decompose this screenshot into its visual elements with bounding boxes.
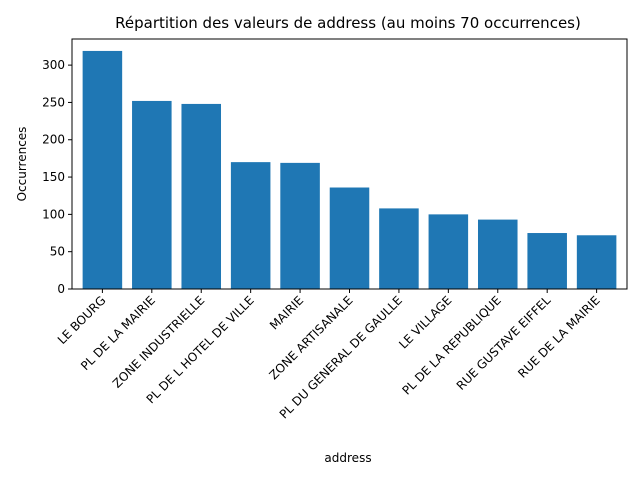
bar — [132, 101, 172, 289]
y-tick-label: 100 — [42, 207, 65, 221]
chart-title: Répartition des valeurs de address (au m… — [115, 14, 581, 32]
bar — [83, 51, 123, 289]
bar — [181, 104, 221, 289]
bar — [478, 220, 518, 289]
y-tick-label: 200 — [42, 133, 65, 147]
bar — [231, 162, 271, 289]
y-tick-label: 50 — [50, 245, 65, 259]
x-tick-label: LE BOURG — [55, 293, 109, 347]
bar — [577, 235, 617, 289]
y-tick-label: 0 — [57, 282, 65, 296]
y-tick-label: 300 — [42, 58, 65, 72]
bar — [429, 214, 469, 289]
x-tick-label: PL DE LA REPUBLIQUE — [400, 293, 504, 397]
x-tick-label: RUE DE LA MAIRIE — [515, 293, 602, 380]
bar — [527, 233, 567, 289]
bar — [330, 188, 370, 289]
y-tick-label: 250 — [42, 95, 65, 109]
x-tick-label: ZONE INDUSTRIELLE — [110, 293, 208, 391]
x-tick-label: RUE GUSTAVE EIFFEL — [454, 293, 554, 393]
y-tick-label: 150 — [42, 170, 65, 184]
x-axis-label: address — [324, 451, 371, 465]
bar — [379, 208, 419, 289]
x-tick-label: ZONE ARTISANALE — [266, 293, 355, 382]
x-tick-label: MAIRIE — [267, 293, 306, 332]
y-axis-label: Occurrences — [15, 127, 29, 202]
y-axis: 0 50 100 150 200 250 300 — [42, 58, 72, 296]
bar — [280, 163, 320, 289]
bars-group — [83, 51, 617, 289]
